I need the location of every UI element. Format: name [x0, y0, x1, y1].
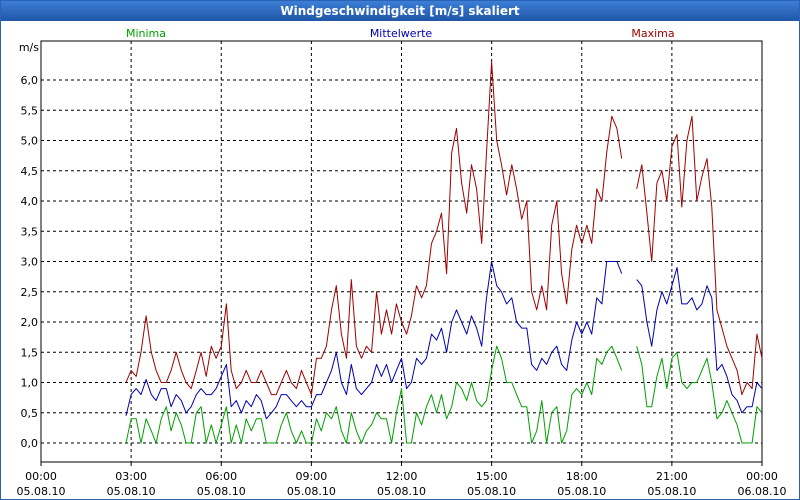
legend-maxima: Maxima	[631, 27, 674, 40]
legend-mittelwerte: Mittelwerte	[370, 27, 433, 40]
x-tick-time-label: 00:00	[746, 470, 778, 483]
y-tick-label: 5,0	[21, 135, 39, 148]
y-tick-label: 2,5	[21, 286, 39, 299]
y-tick-label: 0,5	[21, 407, 39, 420]
legend-minima: Minima	[126, 27, 166, 40]
y-tick-label: 1,0	[21, 377, 39, 390]
y-axis-unit-label: m/s	[19, 41, 39, 54]
y-tick-label: 5,5	[21, 104, 39, 117]
x-tick-time-label: 12:00	[386, 470, 418, 483]
x-tick-date-label: 05.08.10	[647, 485, 696, 498]
y-tick-label: 6,0	[21, 74, 39, 87]
series-lines	[125, 61, 763, 444]
window-title: Windgeschwindigkeit [m/s] skaliert	[1, 1, 799, 21]
y-tick-label: 2,0	[21, 316, 39, 329]
x-tick-date-label: 05.08.10	[557, 485, 606, 498]
x-tick-time-label: 03:00	[115, 470, 147, 483]
y-tick-label: 4,0	[21, 195, 39, 208]
x-tick-date-label: 05.08.10	[287, 485, 336, 498]
series-line-maxima	[125, 61, 763, 396]
x-tick-date-label: 05.08.10	[467, 485, 516, 498]
series-line-minima	[125, 345, 763, 444]
x-tick-time-label: 18:00	[566, 470, 598, 483]
x-tick-date-label: 05.08.10	[17, 485, 66, 498]
y-axis-ticks: 0,0 0,5 1,0 1,5 2,0 2,5 3,0 3,5 4,0 4,5 5,0 5,5 6,0	[21, 74, 39, 450]
y-tick-label: 0,0	[21, 437, 39, 450]
x-tick-time-label: 09:00	[296, 470, 328, 483]
y-tick-label: 4,5	[21, 165, 39, 178]
series-line-mittelwerte	[125, 261, 763, 420]
x-tick-time-label: 21:00	[656, 470, 688, 483]
x-axis-ticks: 00:00 05.08.10 03:00 05.08.10 06:00 05.08.10 0…	[17, 462, 787, 498]
x-tick-time-label: 06:00	[205, 470, 237, 483]
x-tick-date-label: 05.08.10	[107, 485, 156, 498]
x-tick-time-label: 15:00	[476, 470, 508, 483]
grid	[41, 41, 762, 462]
x-tick-date-label: 06.08.10	[738, 485, 787, 498]
x-tick-date-label: 05.08.10	[197, 485, 246, 498]
y-tick-label: 3,5	[21, 225, 39, 238]
x-tick-time-label: 00:00	[25, 470, 57, 483]
x-tick-date-label: 05.08.10	[377, 485, 426, 498]
y-tick-label: 1,5	[21, 346, 39, 359]
y-tick-label: 3,0	[21, 256, 39, 269]
